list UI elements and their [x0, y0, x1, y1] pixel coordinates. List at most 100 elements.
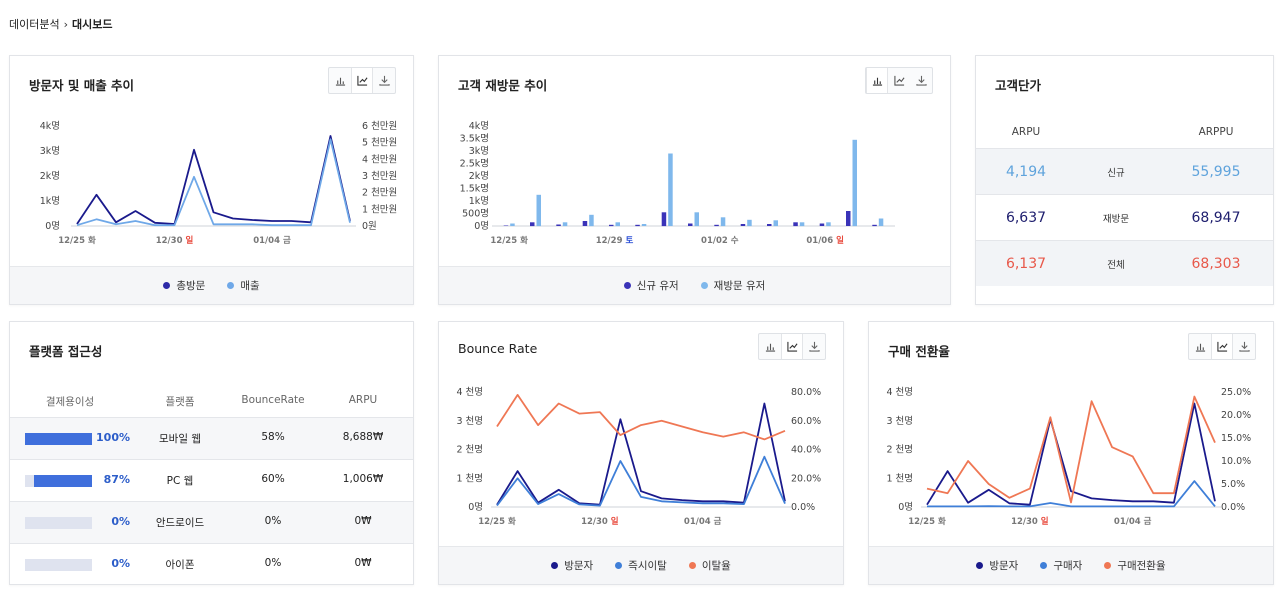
y-tick-label: 4 천명 — [456, 387, 483, 398]
y-right-tick-label: 0.0% — [1221, 502, 1245, 513]
bar[interactable] — [562, 222, 568, 227]
series-line[interactable] — [926, 402, 1216, 506]
table-row: 87% PC 웹 60% 1,006₩ — [10, 459, 413, 501]
bar[interactable] — [668, 153, 673, 227]
bar[interactable] — [826, 222, 831, 227]
bar[interactable] — [694, 212, 700, 227]
bounce-rate-chart: 0명 1 천명 2 천명 3 천명 4 천명 0.0% 20.0% 40.0% 60.0% 80.… — [456, 387, 821, 527]
legend-item[interactable]: 방문자 — [976, 558, 1018, 573]
bar[interactable] — [503, 225, 509, 227]
bar[interactable] — [846, 211, 851, 226]
y-tick-label: 3k명 — [469, 146, 489, 157]
legend-dot — [551, 562, 559, 569]
chart-legend: 방문자 즉시이탈 이탈율 — [439, 546, 843, 584]
arpu-value: 8,688₩ — [342, 431, 384, 443]
table-row: 0% 아이폰 0% 0₩ — [10, 543, 413, 585]
chart-legend: 총방문 매출 — [10, 266, 413, 304]
line-chart-icon — [356, 75, 368, 86]
bar-chart-button[interactable] — [329, 68, 351, 93]
line-chart-button[interactable] — [1211, 334, 1233, 359]
bar[interactable] — [720, 217, 726, 227]
bar[interactable] — [773, 220, 779, 227]
y-tick-label: 1k명 — [40, 196, 60, 207]
legend-label: 매출 — [240, 280, 260, 292]
bar[interactable] — [872, 224, 877, 227]
line-chart-button[interactable] — [888, 68, 910, 93]
download-button[interactable] — [910, 68, 932, 93]
bar[interactable] — [582, 221, 588, 226]
legend-item[interactable]: 구매전환율 — [1104, 558, 1166, 573]
bar[interactable] — [615, 222, 621, 227]
series-line[interactable] — [496, 394, 786, 441]
bar[interactable] — [635, 224, 640, 227]
bar[interactable] — [878, 218, 884, 227]
revisit-card: 고객 재방문 추이 0명 500명 1k명 1.5k명 2k명 2.5k명 3k명 3.5k명… — [438, 55, 951, 305]
breadcrumb: 데이터분석 › 대시보드 — [9, 16, 113, 32]
legend-item[interactable]: 이탈율 — [688, 558, 731, 573]
bar[interactable] — [641, 224, 647, 226]
bar[interactable] — [819, 223, 825, 227]
legend-item[interactable]: 구매자 — [1040, 558, 1082, 573]
y-tick-label: 3 천명 — [456, 416, 483, 427]
bar-chart-button[interactable] — [866, 68, 888, 93]
bar[interactable] — [852, 139, 858, 227]
legend-item[interactable]: 방문자 — [551, 558, 593, 573]
x-tick-label: 01/04 금 — [253, 236, 291, 246]
bar[interactable] — [688, 223, 693, 227]
x-tick-label: 12/25 화 — [58, 235, 96, 246]
bar[interactable] — [536, 194, 542, 227]
bar-chart-button[interactable] — [759, 334, 781, 359]
line-chart-button[interactable] — [351, 68, 373, 93]
legend-item[interactable]: 즉시이탈 — [615, 558, 667, 573]
download-button[interactable] — [373, 68, 395, 93]
bar[interactable] — [661, 212, 667, 227]
series-line[interactable] — [76, 135, 351, 225]
y-tick-label: 2k명 — [469, 171, 489, 182]
bar[interactable] — [556, 224, 561, 227]
bar[interactable] — [510, 223, 515, 227]
series-line[interactable] — [76, 138, 351, 227]
x-tick-label: 01/02 수 — [701, 236, 739, 246]
row-label: 전체 — [1107, 259, 1125, 271]
visits-sales-chart: 0명 1k명 2k명 3k명 4k명 0원 1 천만원 2 천만원 3 천만원 4 천만원 5 천만… — [40, 121, 398, 246]
bar[interactable] — [747, 219, 752, 227]
arpu-value: 1,006₩ — [342, 473, 384, 485]
bar[interactable] — [793, 222, 798, 227]
bar[interactable] — [714, 224, 719, 227]
bar[interactable] — [530, 222, 535, 227]
breadcrumb-current: 대시보드 — [72, 18, 113, 31]
legend-item[interactable]: 총방문 — [163, 278, 205, 293]
ease-bar — [25, 559, 92, 571]
series-line[interactable] — [926, 395, 1216, 504]
legend-item[interactable]: 신규 유저 — [623, 278, 679, 293]
x-tick-label: 12/25 화 — [478, 516, 516, 527]
series-line[interactable] — [927, 480, 1216, 508]
x-tick-label: 12/25 화 — [908, 516, 946, 527]
y-right-tick-label: 5 천만원 — [362, 138, 397, 149]
bar[interactable] — [609, 224, 614, 227]
legend-label: 이탈율 — [701, 560, 731, 572]
series-line[interactable] — [496, 455, 786, 507]
series-line[interactable] — [496, 402, 786, 506]
legend-item[interactable]: 매출 — [227, 278, 260, 293]
y-tick-label: 3k명 — [40, 146, 60, 157]
card-title: 고객 재방문 추이 — [458, 78, 548, 93]
line-chart-button[interactable] — [781, 334, 803, 359]
x-tick-label: 01/06 일 — [806, 235, 844, 246]
x-tick-label: 12/25 화 — [490, 235, 528, 246]
download-button[interactable] — [1233, 334, 1255, 359]
bar[interactable] — [740, 224, 746, 226]
x-tick-label: 01/04 금 — [1114, 517, 1152, 527]
download-button[interactable] — [803, 334, 825, 359]
column-header: ARPU — [348, 394, 378, 406]
card-title: 방문자 및 매출 추이 — [29, 78, 135, 93]
bar-chart-button[interactable] — [1189, 334, 1211, 359]
legend-item[interactable]: 재방문 유저 — [700, 278, 765, 293]
bar[interactable] — [799, 222, 805, 227]
breadcrumb-parent[interactable]: 데이터분석 — [9, 18, 60, 31]
bar[interactable] — [589, 214, 594, 227]
bar[interactable] — [767, 224, 772, 226]
y-tick-label: 2k명 — [40, 171, 60, 182]
arppu-header: ARPPU — [1198, 126, 1234, 138]
bounce-rate-value: 58% — [261, 431, 285, 443]
